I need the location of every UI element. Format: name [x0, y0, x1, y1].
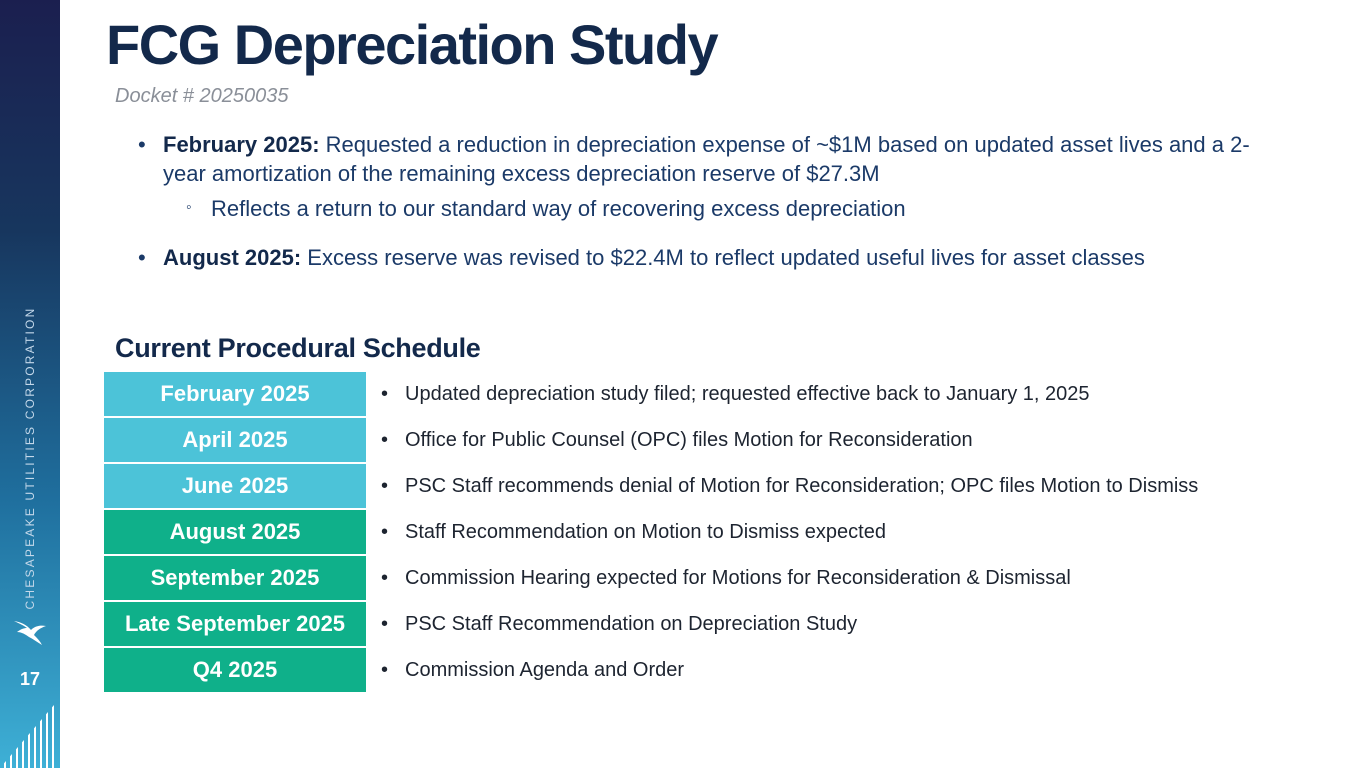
schedule-title: Current Procedural Schedule	[115, 333, 481, 363]
schedule-date: February 2025	[104, 372, 366, 416]
bullet-text: Requested a reduction in depreciation ex…	[163, 132, 1250, 186]
bullet-dot-icon: •	[138, 245, 146, 270]
schedule-event-text: Commission Agenda and Order	[405, 659, 685, 681]
schedule-event: • Office for Public Counsel (OPC) files M…	[381, 418, 973, 462]
bullet-dot-icon: •	[381, 521, 389, 543]
schedule-event-text: Staff Recommendation on Motion to Dismis…	[405, 521, 886, 543]
bullet-dot-icon: •	[381, 383, 389, 405]
schedule-date: Late September 2025	[104, 602, 366, 646]
sub-bullet-text: Reflects a return to our standard way of…	[211, 196, 906, 221]
bullet-dot-icon: •	[381, 613, 389, 635]
schedule-event-text: PSC Staff recommends denial of Motion fo…	[405, 475, 1199, 497]
bullet-list: • February 2025: Requested a reduction i…	[138, 130, 1268, 272]
bullet-dot-icon: •	[381, 429, 389, 451]
schedule-date: Q4 2025	[104, 648, 366, 692]
schedule-event-text: Commission Hearing expected for Motions …	[405, 567, 1071, 589]
sub-bullet-standard-recovery: ◦ Reflects a return to our standard way …	[186, 194, 1268, 223]
schedule-event: • PSC Staff recommends denial of Motion f…	[381, 464, 1198, 508]
bullet-lead: August 2025:	[163, 245, 302, 270]
schedule-event: • Staff Recommendation on Motion to Dismi…	[381, 510, 886, 554]
schedule-event: • Commission Agenda and Order	[381, 648, 684, 692]
schedule-date: September 2025	[104, 556, 366, 600]
bullet-february: • February 2025: Requested a reduction i…	[138, 130, 1268, 188]
bullet-text: Excess reserve was revised to $22.4M to …	[301, 245, 1145, 270]
bullet-dot-icon: •	[381, 475, 389, 497]
schedule-event-text: Updated depreciation study filed; reques…	[405, 383, 1090, 405]
schedule-event: • Commission Hearing expected for Motions…	[381, 556, 1071, 600]
schedule-date: April 2025	[104, 418, 366, 462]
schedule-date: August 2025	[104, 510, 366, 554]
page-number: 17	[19, 669, 41, 689]
sub-bullet-circle-icon: ◦	[186, 199, 192, 216]
bullet-lead: February 2025:	[163, 132, 320, 157]
schedule-date: June 2025	[104, 464, 366, 508]
chesapeake-bird-logo-icon	[14, 621, 46, 645]
left-sidebar: CHESAPEAKE UTILITIES CORPORATION 17	[0, 0, 60, 768]
schedule-event-text: Office for Public Counsel (OPC) files Mo…	[405, 429, 973, 451]
bullet-dot-icon: •	[381, 567, 389, 589]
decorative-stripes	[4, 698, 54, 768]
schedule-event: • Updated depreciation study filed; reque…	[381, 372, 1090, 416]
docket-number: Docket # 20250035	[115, 85, 289, 107]
slide-title: FCG Depreciation Study	[106, 13, 719, 76]
corporation-name: CHESAPEAKE UTILITIES CORPORATION	[23, 306, 37, 610]
bullet-dot-icon: •	[138, 132, 146, 157]
schedule-event: • PSC Staff Recommendation on Depreciatio…	[381, 602, 857, 646]
bullet-dot-icon: •	[381, 659, 389, 681]
schedule-event-text: PSC Staff Recommendation on Depreciation…	[405, 613, 858, 635]
bullet-august: • August 2025: Excess reserve was revise…	[138, 243, 1268, 272]
